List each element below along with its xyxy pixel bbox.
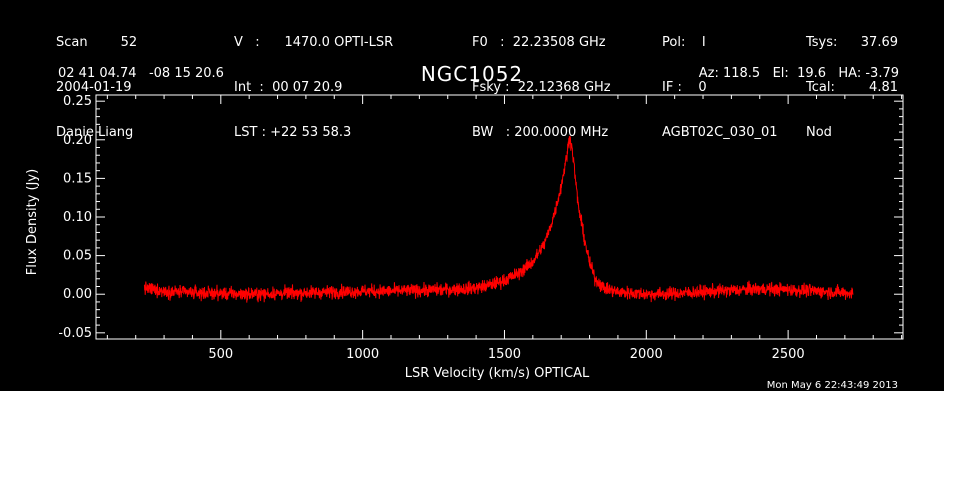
header-project: AGBT02C_030_01 [662,125,778,140]
header-date: 2004-01-19 [56,80,132,95]
y-tick-label: 0.00 [63,287,92,302]
header-velocity-info: V : 1470.0 OPTI-LSR Int : 00 07 20.9 LST… [234,5,393,170]
header-fsky: Fsky : 22.12368 GHz [472,80,611,95]
header-tcal-label: Tcal: [806,80,835,95]
header-integration: Int : 00 07 20.9 [234,80,343,95]
x-tick-label: 1000 [346,347,379,362]
y-tick-label: 0.25 [63,94,92,109]
y-tick-label: 0.15 [63,171,92,186]
x-tick-label: 1500 [488,347,521,362]
y-tick-label: 0.20 [63,133,92,148]
y-axis-label: Flux Density (Jy) [25,169,40,275]
chart-axes [95,94,904,340]
spectrum-chart: 500 1000 1500 2000 2500 -0.05 0.00 0.05 0.10 0.15… [25,94,904,381]
header-f0: F0 : 22.23508 GHz [472,35,606,50]
x-tick-label: 500 [208,347,233,362]
x-tick-label: 2000 [630,347,663,362]
y-tick-label: -0.05 [58,326,92,341]
chart-series [143,135,854,303]
x-tick-label: 2500 [772,347,805,362]
header-observer: Danie Liang [56,125,134,140]
header-pol: Pol: I [662,35,706,50]
header-switch-mode: Nod [806,125,832,140]
header-bandwidth: BW : 200.0000 MHz [472,125,609,140]
plot-panel: Scan 52 2004-01-19 Danie Liang V : 1470.… [0,0,944,391]
spectrum-line [143,135,854,303]
header-frequency-info: F0 : 22.23508 GHz Fsky : 22.12368 GHz BW… [472,5,611,170]
header-if: IF : 0 [662,80,707,95]
header-coordinates: 02 41 04.74 -08 15 20.6 [58,66,224,81]
source-title: NGC1052 [420,62,524,86]
y-tick-label: 0.10 [63,210,92,225]
header-polarization-info: Pol: I IF : 0 AGBT02C_030_01 [662,5,778,170]
header-telescope-position: Az: 118.5 El: 19.6 HA: -3.79 [698,66,899,81]
header-tcal-value: 4.81 [869,80,898,95]
header-tsys-value: 37.69 [860,35,898,50]
header-scan-info: Scan 52 2004-01-19 Danie Liang [56,5,137,170]
chart-ticks: 500 1000 1500 2000 2500 -0.05 0.00 0.05 0.10 0.15… [58,94,903,362]
plot-frame [95,94,904,340]
header-lst: LST : +22 53 58.3 [234,125,352,140]
y-tick-label: 0.05 [63,249,92,264]
plot-timestamp: Mon May 6 22:43:49 2013 [766,380,898,391]
header-velocity: V : 1470.0 OPTI-LSR [234,35,394,50]
header-tsys-label: Tsys: [806,35,838,50]
header-tsys-labels: Tsys: Tcal: Nod [806,5,837,170]
x-axis-label: LSR Velocity (km/s) OPTICAL [405,366,590,381]
header-tsys-values: 37.69 4.81 [846,5,898,170]
header-scan: Scan 52 [56,35,138,50]
